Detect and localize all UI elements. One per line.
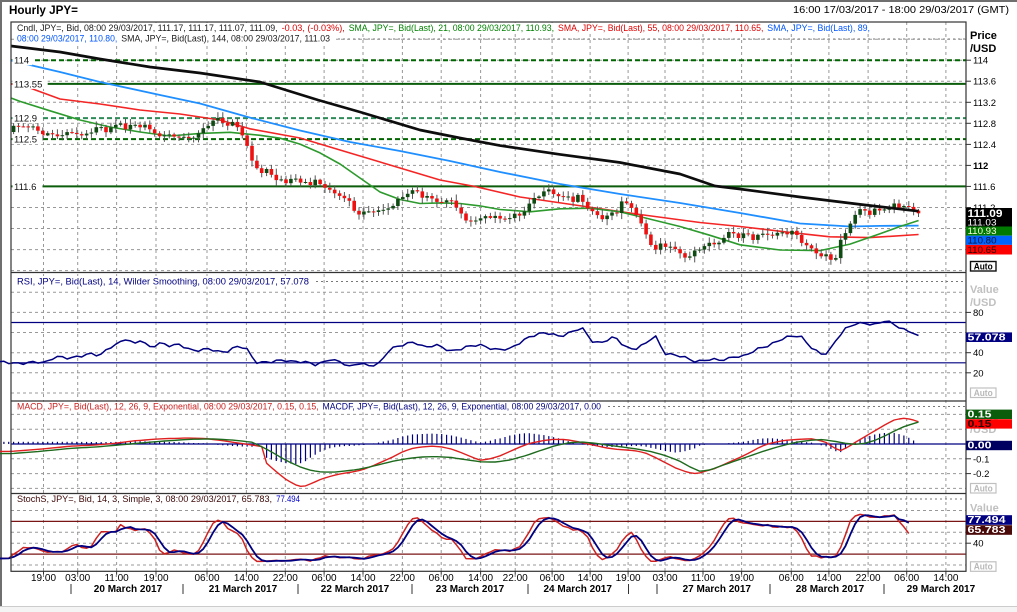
svg-text:SMA, JPY=, Bid(Last), 144, 08: SMA, JPY=, Bid(Last), 144, 08:00 29/03/2…: [121, 34, 330, 44]
svg-text:MACDF, JPY=, Bid(Last), 12, 2: MACDF, JPY=, Bid(Last), 12, 26, 9, Expon…: [323, 402, 602, 412]
svg-text:40: 40: [973, 539, 984, 550]
svg-text:20 March 2017: 20 March 2017: [94, 584, 163, 595]
svg-text:StochS, JPY=, Bid, 14, 3, Sim: StochS, JPY=, Bid, 14, 3, Simple, 3, 08:…: [17, 494, 272, 504]
svg-text:06:00: 06:00: [194, 573, 219, 584]
svg-text:22:00: 22:00: [856, 573, 881, 584]
svg-text:27 March 2017: 27 March 2017: [683, 584, 752, 595]
svg-text:21 March 2017: 21 March 2017: [209, 584, 278, 595]
svg-text:/USD: /USD: [970, 43, 996, 55]
svg-text:Price: Price: [970, 30, 997, 42]
svg-text:03:00: 03:00: [652, 573, 677, 584]
svg-text:Value: Value: [970, 503, 999, 515]
svg-text:19:00: 19:00: [143, 573, 168, 584]
svg-text:14:00: 14:00: [816, 573, 841, 584]
svg-text:14:00: 14:00: [468, 573, 493, 584]
svg-text:77.494: 77.494: [276, 494, 300, 504]
svg-text:0.00: 0.00: [968, 440, 992, 452]
svg-text:29 March 2017: 29 March 2017: [907, 584, 976, 595]
svg-text:111.6: 111.6: [14, 182, 36, 193]
svg-text:0.15: 0.15: [968, 408, 992, 420]
svg-text:24 March 2017: 24 March 2017: [544, 584, 613, 595]
svg-text:111.09: 111.09: [968, 208, 1003, 220]
svg-text:SMA, JPY=, Bid(Last), 55, 08:: SMA, JPY=, Bid(Last), 55, 08:00 29/03/20…: [558, 23, 763, 33]
svg-text:19:00: 19:00: [31, 573, 56, 584]
svg-text:77.494: 77.494: [968, 514, 1006, 526]
svg-text:112: 112: [973, 161, 988, 172]
svg-text:111.6: 111.6: [973, 182, 995, 193]
svg-text:19:00: 19:00: [729, 573, 754, 584]
svg-text:19:00: 19:00: [616, 573, 641, 584]
svg-text:/USD: /USD: [970, 297, 996, 309]
svg-text:22:00: 22:00: [273, 573, 298, 584]
svg-text:57.078: 57.078: [968, 331, 1006, 343]
svg-text:Auto: Auto: [974, 483, 993, 493]
svg-text:-0.2: -0.2: [973, 469, 989, 480]
svg-text:06:00: 06:00: [540, 573, 565, 584]
svg-text:112.5: 112.5: [14, 135, 37, 146]
svg-text:0.15: 0.15: [968, 418, 992, 430]
svg-text:08:00 29/03/2017, 110.80,: 08:00 29/03/2017, 110.80,: [17, 34, 117, 44]
svg-text:Cndl, JPY=, Bid, 08:00 29/03/2: Cndl, JPY=, Bid, 08:00 29/03/2017, 111.1…: [17, 23, 278, 33]
svg-text:Hourly JPY=: Hourly JPY=: [9, 5, 78, 17]
svg-text:113.55: 113.55: [14, 79, 42, 90]
svg-text:11:00: 11:00: [691, 573, 716, 584]
svg-text:22:00: 22:00: [390, 573, 415, 584]
svg-text:23 March 2017: 23 March 2017: [436, 584, 505, 595]
svg-text:06:00: 06:00: [779, 573, 804, 584]
svg-text:SMA, JPY=, Bid(Last), 89,: SMA, JPY=, Bid(Last), 89,: [767, 23, 870, 33]
svg-text:65.783: 65.783: [968, 524, 1006, 536]
svg-text:20: 20: [973, 368, 984, 379]
svg-text:03:00: 03:00: [65, 573, 90, 584]
svg-text:06:00: 06:00: [312, 573, 337, 584]
svg-text:22 March 2017: 22 March 2017: [321, 584, 390, 595]
svg-text:Auto: Auto: [974, 562, 993, 572]
svg-text:SMA, JPY=, Bid(Last), 21, 08:: SMA, JPY=, Bid(Last), 21, 08:00 29/03/20…: [349, 23, 554, 33]
svg-text:28 March 2017: 28 March 2017: [796, 584, 865, 595]
svg-text:MACD, JPY=, Bid(Last), 12, 26: MACD, JPY=, Bid(Last), 12, 26, 9, Expone…: [17, 402, 319, 412]
svg-text:110.80: 110.80: [968, 235, 997, 246]
svg-text:40: 40: [973, 348, 984, 359]
svg-text:14:00: 14:00: [350, 573, 375, 584]
svg-text:111.03: 111.03: [968, 217, 997, 228]
svg-text:11:00: 11:00: [104, 573, 129, 584]
svg-text:14:00: 14:00: [933, 573, 958, 584]
svg-text:06:00: 06:00: [894, 573, 919, 584]
svg-text:14:00: 14:00: [578, 573, 603, 584]
svg-text:14:00: 14:00: [234, 573, 259, 584]
svg-text:-0.1: -0.1: [973, 454, 989, 465]
svg-text:114: 114: [14, 56, 29, 67]
svg-text:113.2: 113.2: [973, 98, 996, 109]
svg-text:Auto: Auto: [974, 388, 993, 398]
svg-text:114: 114: [973, 56, 988, 67]
svg-text:Auto: Auto: [974, 261, 993, 271]
svg-text:113.6: 113.6: [973, 77, 996, 88]
svg-text:RSI, JPY=, Bid(Last), 14, Wil: RSI, JPY=, Bid(Last), 14, Wilder Smoothi…: [17, 277, 309, 287]
svg-text:110.65: 110.65: [968, 245, 997, 256]
svg-text:22:00: 22:00: [503, 573, 528, 584]
svg-text:110.93: 110.93: [968, 226, 997, 237]
svg-text:112.4: 112.4: [973, 140, 996, 151]
svg-text:-0.03, (-0.03%),: -0.03, (-0.03%),: [282, 23, 345, 33]
svg-text:112.8: 112.8: [973, 119, 996, 130]
svg-text:112.9: 112.9: [14, 114, 37, 125]
svg-text:Value: Value: [970, 284, 999, 296]
svg-text:80: 80: [973, 308, 984, 319]
svg-text:16:00 17/03/2017 - 18:00 29/03: 16:00 17/03/2017 - 18:00 29/03/2017 (GMT…: [793, 4, 1009, 16]
svg-text:06:00: 06:00: [429, 573, 454, 584]
